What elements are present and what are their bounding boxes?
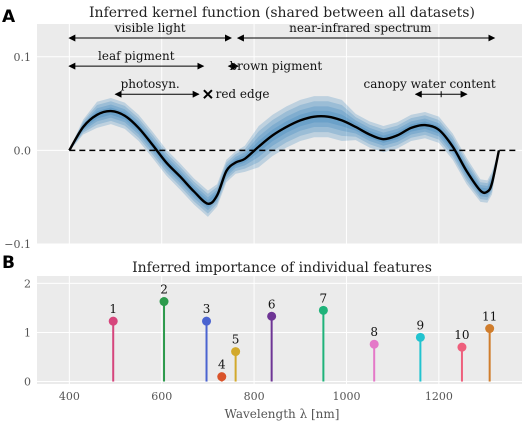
kernel-y-ticks: −0.1 0.0 0.1 [4, 51, 31, 251]
kernel-band-layer-1 [69, 101, 499, 214]
panel-a-letter: A [2, 7, 16, 27]
feature-label-11: 11 [482, 310, 497, 324]
feature-label-8: 8 [370, 325, 378, 339]
kernel-band-layer-2 [69, 104, 499, 211]
feature-marker-9 [415, 332, 425, 342]
annotation-label-0: visible light [114, 21, 186, 35]
annotation-label-1: near-infrared spectrum [289, 21, 432, 35]
feature-label-4: 4 [218, 358, 226, 372]
kernel-y-tick-label-1: 0.0 [14, 144, 32, 157]
feature-label-6: 6 [268, 297, 276, 311]
kernel-plot-area [37, 24, 522, 244]
feature-label-5: 5 [232, 333, 240, 347]
feature-marker-6 [267, 311, 277, 321]
kernel-chart-title: Inferred kernel function (shared between… [89, 5, 475, 21]
feature-label-2: 2 [160, 283, 168, 297]
feature-marker-10 [457, 342, 467, 352]
annotation-label-3: brown pigment [229, 59, 322, 73]
importance-x-axis-label: Wavelength λ [nm] [225, 407, 340, 421]
feature-marker-4 [217, 372, 227, 382]
red-edge-marker [203, 89, 213, 99]
importance-grid [37, 276, 522, 384]
feature-label-10: 10 [454, 328, 469, 342]
feature-marker-8 [369, 339, 379, 349]
importance-x-tick-label-1: 600 [151, 390, 172, 403]
importance-x-tick-label-2: 800 [244, 390, 265, 403]
importance-stems: 1 2 3 45 6 7 8 9 10 11 [108, 283, 497, 382]
feature-label-1: 1 [109, 302, 117, 316]
importance-plot-area [37, 276, 522, 384]
feature-marker-1 [108, 316, 118, 326]
annotation-label-2: leaf pigment [98, 49, 175, 63]
importance-x-tick-label-3: 1000 [332, 390, 360, 403]
feature-label-3: 3 [203, 302, 211, 316]
feature-marker-3 [202, 316, 212, 326]
kernel-mean-line [68, 109, 501, 205]
feature-marker-11 [485, 324, 495, 334]
feature-marker-2 [159, 297, 169, 307]
kernel-y-tick-label-0: −0.1 [4, 238, 31, 251]
kernel-band-layer-0 [69, 96, 499, 217]
importance-chart-title: Inferred importance of individual featur… [132, 260, 432, 276]
kernel-annotations: visible light near-infrared spectrum leaf … [68, 21, 496, 101]
kernel-y-tick-label-2: 0.1 [14, 51, 32, 64]
importance-y-ticks: 0 1 2 [24, 277, 31, 388]
importance-y-tick-label-0: 0 [24, 376, 31, 389]
panel-b-letter: B [2, 253, 15, 273]
annotation-label-6: canopy water content [364, 77, 496, 91]
annotation-label-5: red edge [216, 87, 270, 101]
importance-x-ticks: 400 600 800 1000 1200 [59, 390, 453, 403]
feature-marker-7 [318, 305, 328, 315]
feature-label-7: 7 [320, 291, 328, 305]
feature-label-9: 9 [417, 318, 425, 332]
annotation-label-4: photosyn. [121, 77, 180, 91]
importance-y-tick-label-1: 1 [24, 326, 31, 339]
feature-marker-5 [231, 347, 241, 357]
importance-y-tick-label-2: 2 [24, 277, 31, 290]
importance-x-tick-label-4: 1200 [425, 390, 453, 403]
importance-x-tick-label-0: 400 [59, 390, 80, 403]
